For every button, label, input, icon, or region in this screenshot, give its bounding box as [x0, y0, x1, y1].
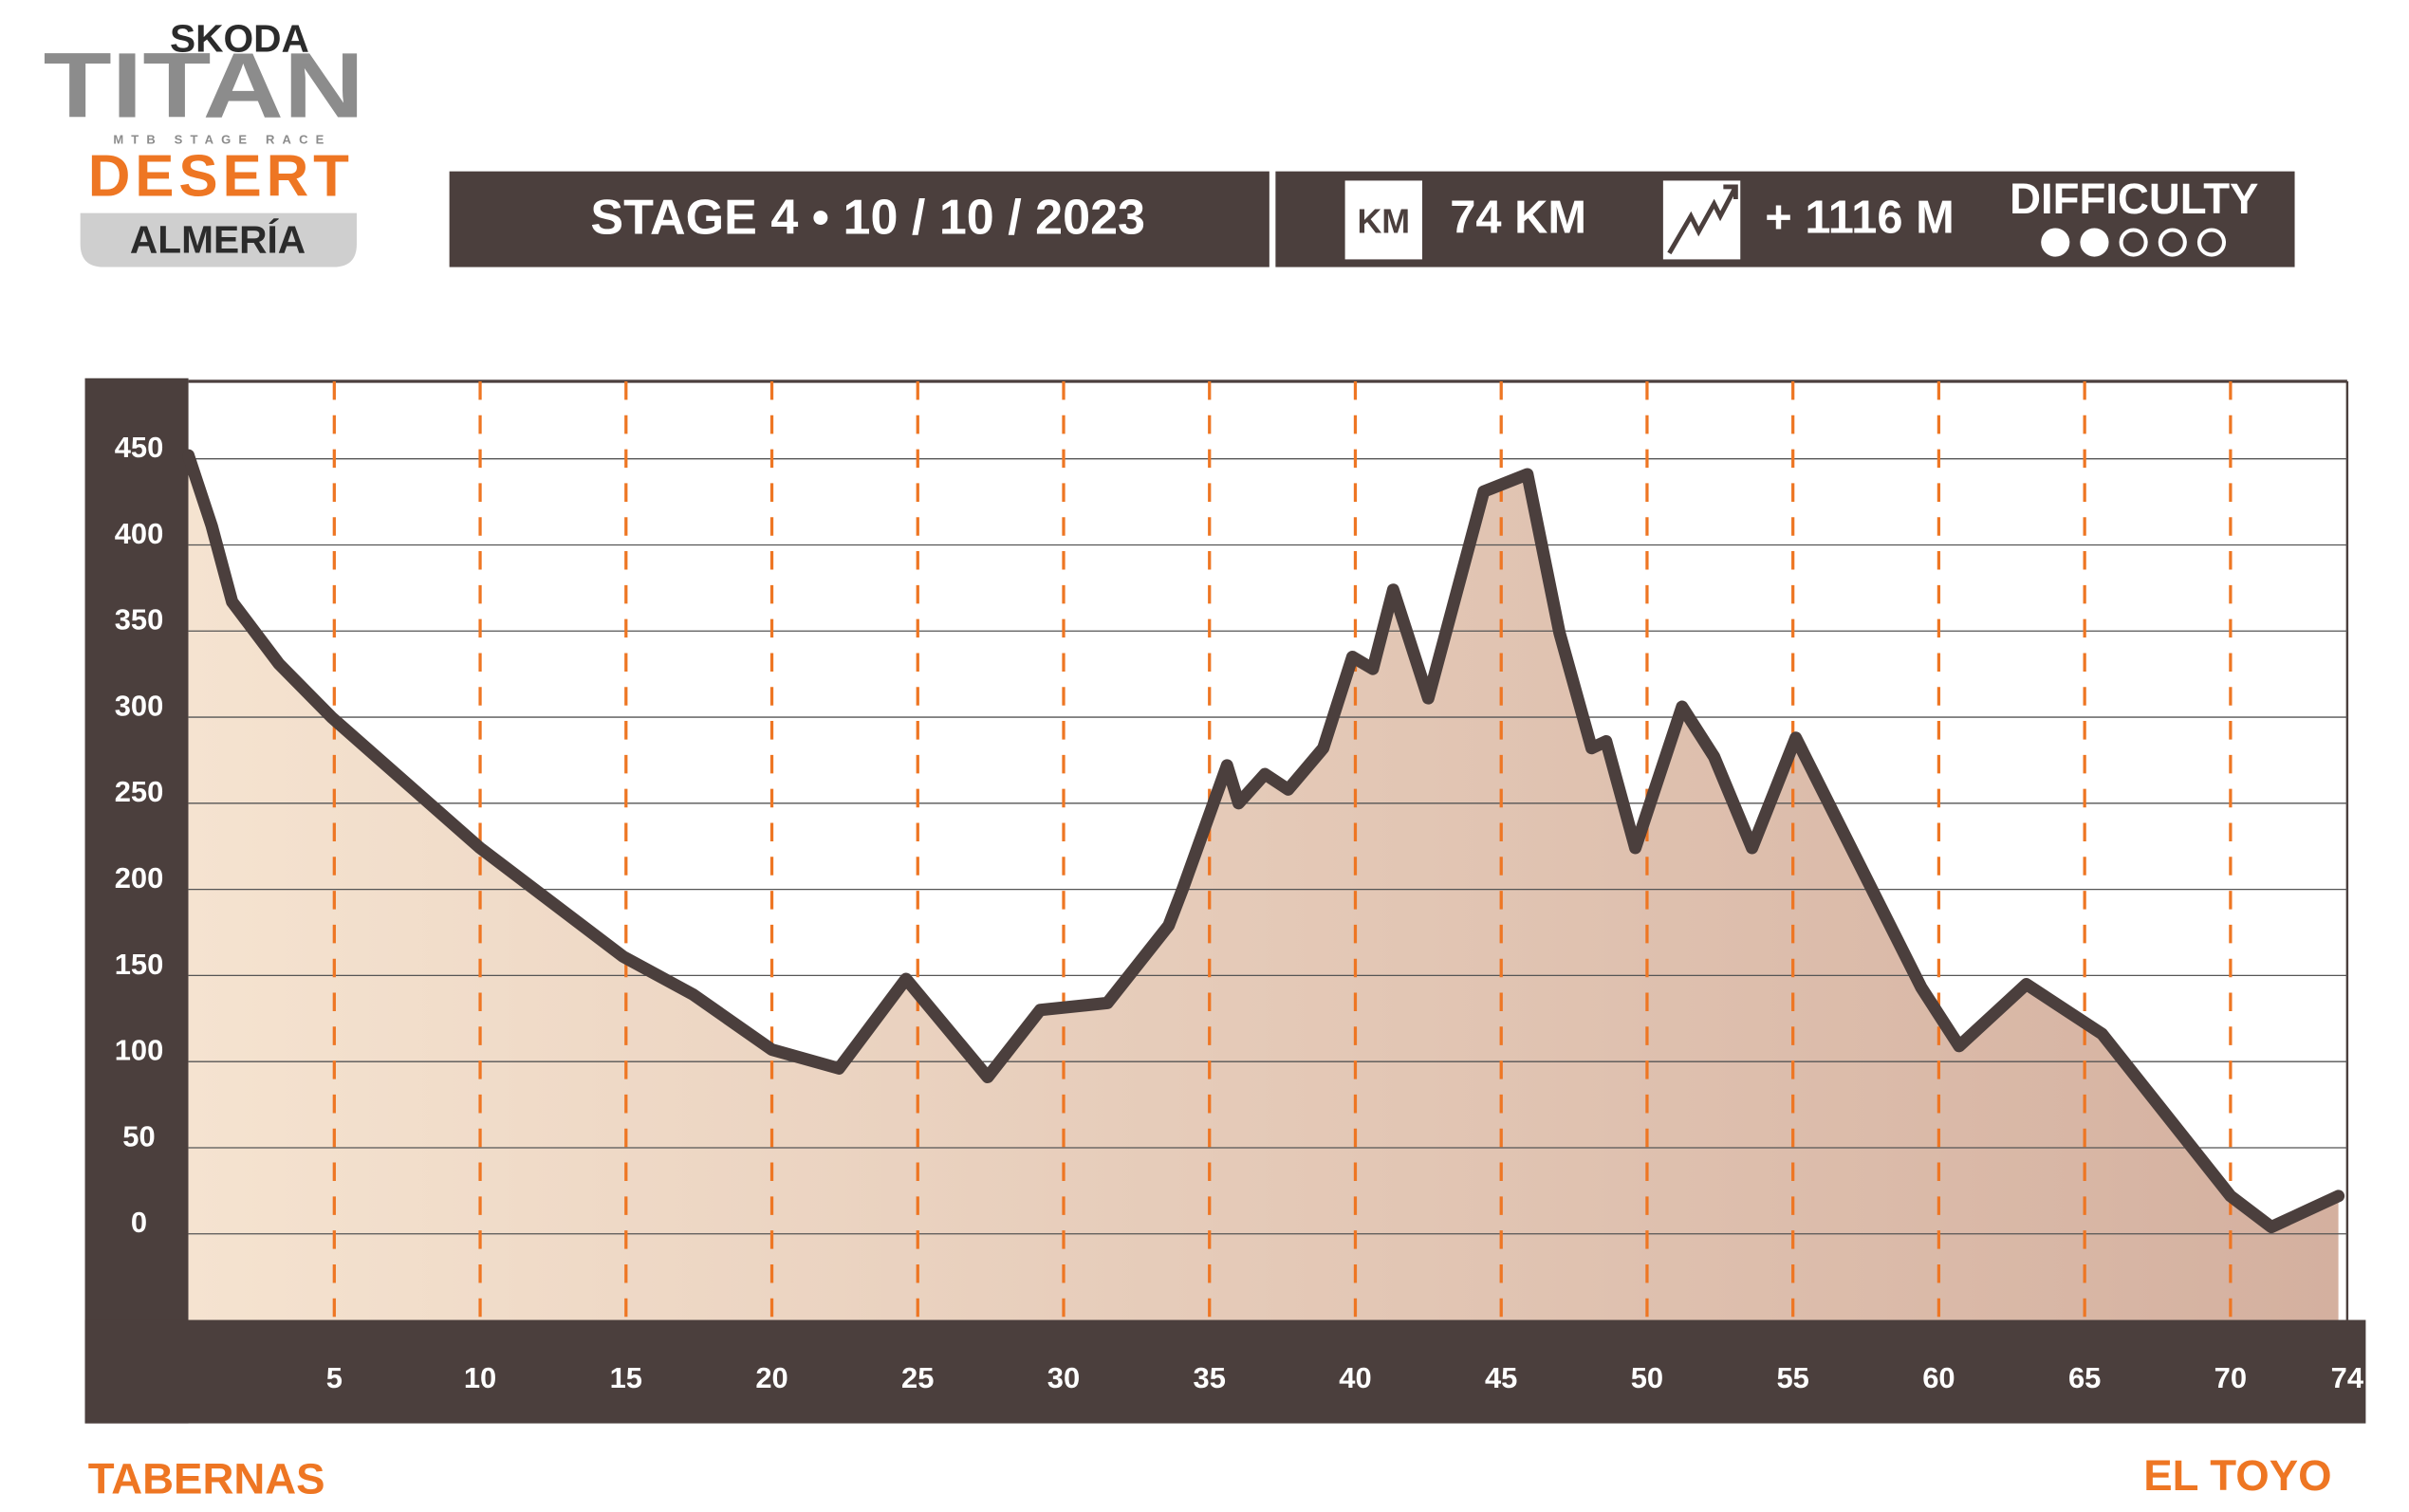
y-tick-label: 100	[115, 1034, 164, 1067]
x-tick-label: 15	[610, 1361, 642, 1394]
y-tick-label: 300	[115, 689, 164, 722]
km-icon-text: KM	[1357, 202, 1410, 240]
x-tick-label: 20	[755, 1361, 788, 1394]
difficulty-label: DIFFICULTY	[2010, 175, 2258, 223]
start: TABERNAS	[88, 1454, 325, 1503]
km-icon	[1344, 180, 1422, 260]
area	[188, 455, 2339, 1320]
x-tick-label: 70	[2214, 1361, 2247, 1394]
difficulty-dot-filled	[2080, 228, 2109, 257]
climb: + 1116 M	[1765, 193, 1954, 244]
frame-bottom	[84, 1319, 2366, 1424]
x-tick-label: 25	[901, 1361, 934, 1394]
x-tick-label: 30	[1047, 1361, 1080, 1394]
x-tick-label: 10	[464, 1361, 496, 1394]
brand: SKODA	[170, 17, 309, 61]
x-tick-label: 5	[326, 1361, 343, 1394]
event: DESERT	[88, 144, 354, 210]
end: EL TOYO	[2143, 1451, 2331, 1500]
x-tick-label: 40	[1339, 1361, 1371, 1394]
x-tick-label: 65	[2068, 1361, 2101, 1394]
y-tick-label: 150	[115, 948, 164, 981]
difficulty-dot-empty	[2196, 228, 2227, 257]
climb-arrow	[1667, 184, 1738, 255]
stage-bar	[449, 171, 1269, 267]
distance: 74 KM	[1450, 193, 1586, 244]
elevation-line	[182, 449, 2345, 1234]
y-tick-label: 350	[115, 603, 164, 636]
y-tick-label: 250	[115, 775, 164, 808]
plot: 0 50 100 150 200 250 300 350 400 450 5 10 15 20 25 30 35…	[84, 378, 2366, 1424]
frame-left	[84, 378, 189, 1424]
tagline: MTB STAGE RACE	[113, 133, 331, 147]
logo: SKODA TITAN MTB STAGE RACE DESERT ALMERÍ…	[44, 17, 365, 267]
difficulty-dot-empty	[2119, 228, 2148, 257]
difficulty-dot-filled	[2041, 228, 2070, 257]
difficulty-dots	[2041, 228, 2227, 257]
x-tick-label: 35	[1194, 1361, 1226, 1394]
logo-title: TITAN	[44, 33, 365, 137]
x-tick-label: 55	[1776, 1361, 1808, 1394]
y-tick-label: 0	[131, 1206, 147, 1239]
x-tick-label: 60	[1922, 1361, 1955, 1394]
difficulty-dot-empty	[2158, 228, 2187, 257]
x-tick-label: 50	[1631, 1361, 1663, 1394]
x-tick-label: 45	[1485, 1361, 1517, 1394]
stage: STAGE 4 • 10 / 10 / 2023	[590, 190, 1145, 245]
y-tick-label: 450	[115, 431, 164, 464]
y-tick-label: 400	[115, 517, 164, 550]
region-badge	[80, 212, 357, 267]
x-tick-label: 74	[2331, 1361, 2364, 1394]
y-tick-label: 50	[122, 1119, 155, 1152]
region: ALMERÍA	[130, 217, 306, 261]
y-tick-label: 200	[115, 861, 164, 894]
